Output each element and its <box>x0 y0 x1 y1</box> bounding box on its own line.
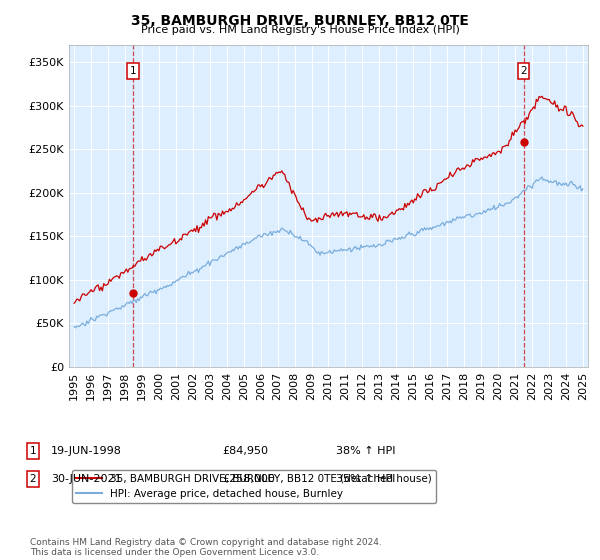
Text: Price paid vs. HM Land Registry's House Price Index (HPI): Price paid vs. HM Land Registry's House … <box>140 25 460 35</box>
Text: 35, BAMBURGH DRIVE, BURNLEY, BB12 0TE: 35, BAMBURGH DRIVE, BURNLEY, BB12 0TE <box>131 14 469 28</box>
Legend: 35, BAMBURGH DRIVE, BURNLEY, BB12 0TE (detached house), HPI: Average price, deta: 35, BAMBURGH DRIVE, BURNLEY, BB12 0TE (d… <box>71 470 436 503</box>
Text: Contains HM Land Registry data © Crown copyright and database right 2024.
This d: Contains HM Land Registry data © Crown c… <box>30 538 382 557</box>
Text: 38% ↑ HPI: 38% ↑ HPI <box>336 446 395 456</box>
Text: 35% ↑ HPI: 35% ↑ HPI <box>336 474 395 484</box>
Text: £258,000: £258,000 <box>222 474 275 484</box>
Text: £84,950: £84,950 <box>222 446 268 456</box>
Text: 2: 2 <box>29 474 37 484</box>
Text: 1: 1 <box>29 446 37 456</box>
Text: 2: 2 <box>520 66 527 76</box>
Text: 30-JUN-2021: 30-JUN-2021 <box>51 474 122 484</box>
Text: 19-JUN-1998: 19-JUN-1998 <box>51 446 122 456</box>
Text: 1: 1 <box>130 66 136 76</box>
